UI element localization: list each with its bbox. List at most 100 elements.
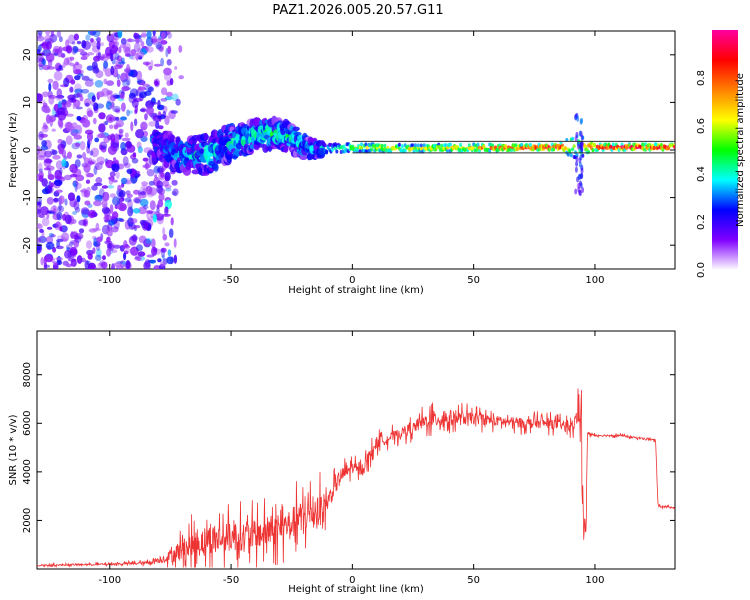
- spectrogram-cell: [98, 112, 106, 120]
- spectrogram-cell: [45, 114, 51, 124]
- spectrogram-cell: [41, 217, 50, 227]
- spectrogram-cell: [69, 165, 76, 171]
- spectrogram-cell: [44, 150, 52, 158]
- spectrogram-cell: [178, 45, 183, 53]
- spectrogram-cell: [110, 226, 119, 233]
- y-tick-label: 4000: [22, 459, 33, 484]
- spectrogram-cell: [59, 36, 63, 43]
- y-tick-label: 0: [22, 147, 33, 153]
- spectrogram-cell: [68, 241, 75, 246]
- spectrogram-cell: [140, 121, 148, 131]
- spectrogram-cell: [45, 241, 55, 250]
- spectrogram-cell: [116, 188, 124, 198]
- spectrogram-cell: [52, 45, 61, 54]
- spectrogram-cell: [115, 171, 120, 180]
- spectrogram-cell: [86, 65, 94, 71]
- spectrogram-cell: [124, 132, 129, 138]
- spectrogram-cell: [164, 184, 172, 190]
- spectrogram-cell: [76, 154, 83, 159]
- spectrogram-cell: [167, 249, 172, 257]
- spectrogram-y-axis-title: Frequency (Hz): [8, 112, 19, 188]
- spectrogram-cell: [75, 124, 83, 135]
- spectrogram-cell: [167, 45, 172, 55]
- spectrogram-cell: [161, 87, 168, 96]
- spectrogram-cell: [118, 131, 123, 137]
- spectrogram-cell: [126, 168, 133, 175]
- spectrogram-cell: [63, 174, 72, 181]
- spectrogram-cell: [112, 67, 119, 78]
- spectrogram-cell: [51, 149, 58, 155]
- spectrogram-cell: [44, 264, 51, 268]
- spectrogram-cell: [90, 38, 94, 43]
- spectrogram-cell: [45, 52, 55, 63]
- spectrogram-cell: [81, 257, 86, 263]
- spectrogram-cell: [124, 197, 132, 203]
- spectrogram-cell: [137, 173, 141, 177]
- spectrogram-cell: [107, 49, 116, 54]
- spectrogram-cell: [85, 179, 91, 184]
- spectrogram-cell: [38, 44, 42, 52]
- y-tick-label: 2000: [22, 508, 33, 533]
- spectrogram-cell: [37, 222, 42, 229]
- snr-ticks: -100 -50 0 50 100 2000 4000 6000 8000: [22, 331, 675, 586]
- spectrogram-cell: [510, 148, 513, 153]
- spectrogram-cell: [422, 143, 426, 148]
- spectrogram-cell: [575, 160, 579, 167]
- spectrogram-cell: [72, 181, 77, 188]
- spectrogram-cell: [120, 38, 127, 45]
- spectrogram-cell: [114, 52, 120, 60]
- spectrogram-cell: [72, 102, 76, 110]
- spectrogram-cell: [101, 185, 108, 189]
- spectrogram-data: [37, 31, 675, 269]
- spectrogram-cell: [123, 252, 127, 261]
- spectrogram-cell: [111, 163, 120, 172]
- spectrogram-cell: [145, 85, 153, 92]
- spectrogram-cell: [109, 171, 116, 178]
- spectrogram-cell: [137, 79, 146, 86]
- spectrogram-cell: [157, 199, 164, 208]
- spectrogram-cell: [73, 33, 79, 41]
- colorbar-title: Normalized spectral amplitude: [735, 73, 746, 227]
- spectrogram-cell: [99, 141, 108, 151]
- spectrogram-cell: [153, 78, 161, 88]
- spectrogram-cell: [54, 113, 59, 118]
- spectrogram-cell: [86, 186, 91, 194]
- spectrogram-cell: [63, 77, 70, 88]
- spectrogram-cell: [145, 62, 149, 67]
- spectrogram-cell: [39, 206, 49, 216]
- colorbar-tick-label: 0.4: [696, 166, 707, 182]
- spectrogram-cell: [165, 91, 173, 97]
- spectrogram-cell: [61, 232, 70, 242]
- spectrogram-cell: [654, 142, 658, 147]
- spectrogram-cell: [577, 182, 581, 189]
- spectrogram-cell: [128, 236, 137, 246]
- spectrogram-cell: [109, 124, 114, 130]
- spectrogram-cell: [107, 134, 112, 141]
- spectrogram-cell: [125, 178, 131, 184]
- spectrogram-cell: [159, 153, 166, 163]
- spectrogram-cell: [65, 99, 72, 108]
- spectrogram-cell: [69, 174, 78, 178]
- spectrogram-cell: [150, 238, 156, 249]
- spectrogram-cell: [94, 162, 103, 171]
- spectrogram-cell: [108, 104, 115, 110]
- spectrogram-cell: [74, 142, 81, 147]
- spectrogram-cell: [38, 57, 44, 62]
- spectrogram-cell: [76, 255, 83, 264]
- spectrogram-cell: [673, 144, 675, 149]
- spectrogram-cell: [133, 189, 140, 195]
- spectrogram-cell: [157, 258, 162, 263]
- spectrogram-cell: [93, 102, 99, 111]
- spectrogram-cell: [358, 149, 362, 154]
- spectrogram-cell: [135, 52, 139, 61]
- spectrogram-cell: [69, 56, 75, 61]
- spectrogram-cell: [46, 165, 55, 171]
- spectrogram-cell: [111, 50, 118, 55]
- spectrogram-cell: [113, 157, 117, 162]
- spectrogram-cell: [84, 260, 90, 269]
- spectrogram-cell: [102, 54, 110, 58]
- spectrogram-cell: [70, 253, 77, 258]
- colorbar-tick-label: 0.6: [696, 118, 707, 134]
- spectrogram-cell: [104, 120, 109, 126]
- spectrogram-cell: [126, 109, 130, 117]
